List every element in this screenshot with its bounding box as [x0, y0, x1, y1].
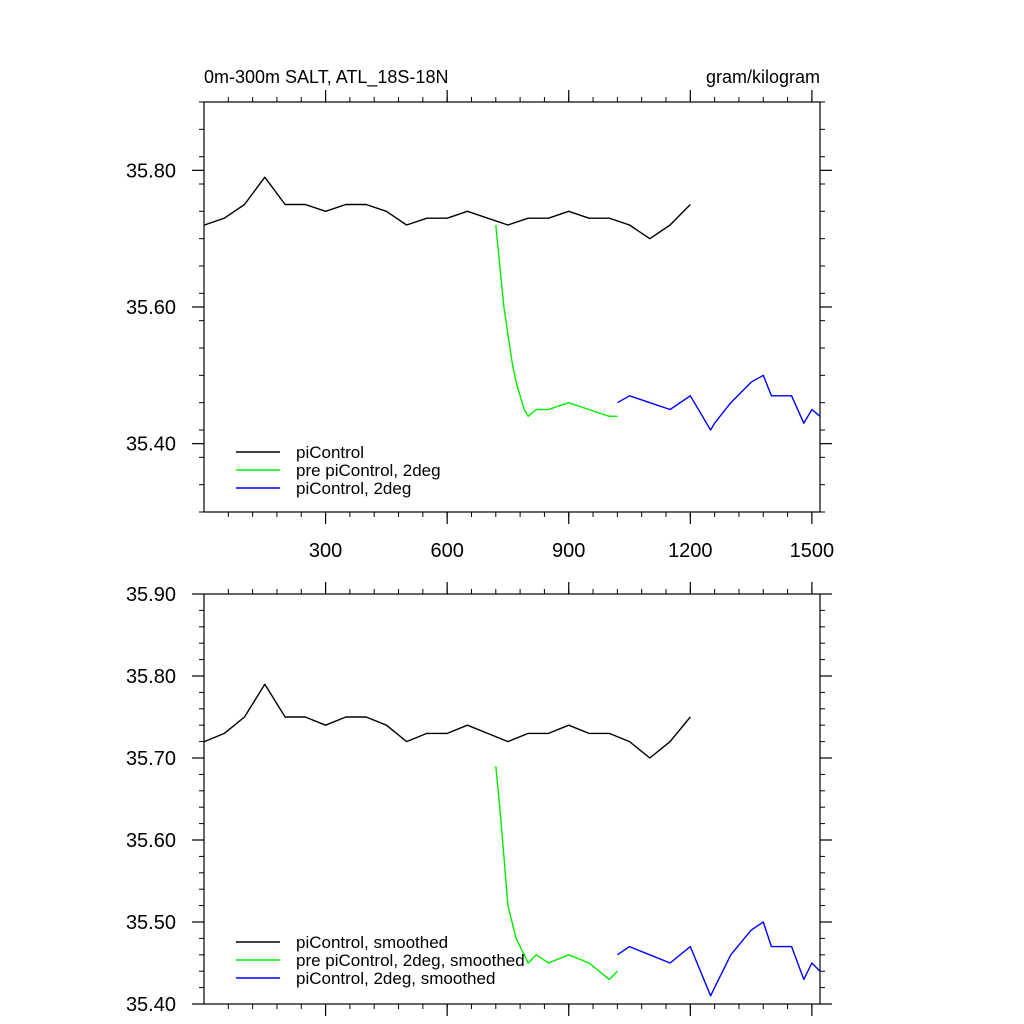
legend-label: piControl: [296, 443, 364, 462]
legend-label: piControl, smoothed: [296, 933, 448, 952]
y-tick-label: 35.60: [126, 830, 176, 852]
legend-label: pre piControl, 2deg, smoothed: [296, 951, 525, 970]
y-tick-label: 35.90: [126, 584, 176, 606]
x-tick-label: 300: [309, 540, 342, 562]
series-line-2: [617, 921, 821, 997]
series-line-0: [204, 176, 691, 240]
y-tick-label: 35.50: [126, 912, 176, 934]
x-tick-label: 900: [552, 540, 585, 562]
series-line-2: [617, 374, 821, 431]
legend-label: piControl, 2deg: [296, 479, 411, 498]
figure-title: 0m-300m SALT, ATL_18S-18N: [204, 67, 448, 88]
y-tick-label: 35.40: [126, 434, 176, 456]
smoothed-timeseries-panel: 35.40 35.50 35.60 35.70 35.80 35.90 piControl,…: [126, 582, 832, 1016]
raw-timeseries-panel: 35.40 35.60 35.80 300 600 900 1200 1500 piContro…: [126, 90, 834, 562]
figure-units: gram/kilogram: [706, 67, 820, 87]
plot-frame: [203, 593, 821, 1005]
y-tick-label: 35.40: [126, 994, 176, 1016]
legend-label: pre piControl, 2deg: [296, 461, 441, 480]
series-line-0: [204, 683, 691, 759]
y-tick-label: 35.80: [126, 160, 176, 182]
y-tick-label: 35.80: [126, 666, 176, 688]
y-tick-label: 35.60: [126, 297, 176, 319]
x-tick-label: 600: [430, 540, 463, 562]
x-tick-label: 1500: [790, 540, 835, 562]
legend-label: piControl, 2deg, smoothed: [296, 969, 495, 988]
y-tick-label: 35.70: [126, 748, 176, 770]
series-line-1: [495, 224, 618, 417]
series-line-1: [495, 766, 618, 981]
x-tick-label: 1200: [668, 540, 713, 562]
